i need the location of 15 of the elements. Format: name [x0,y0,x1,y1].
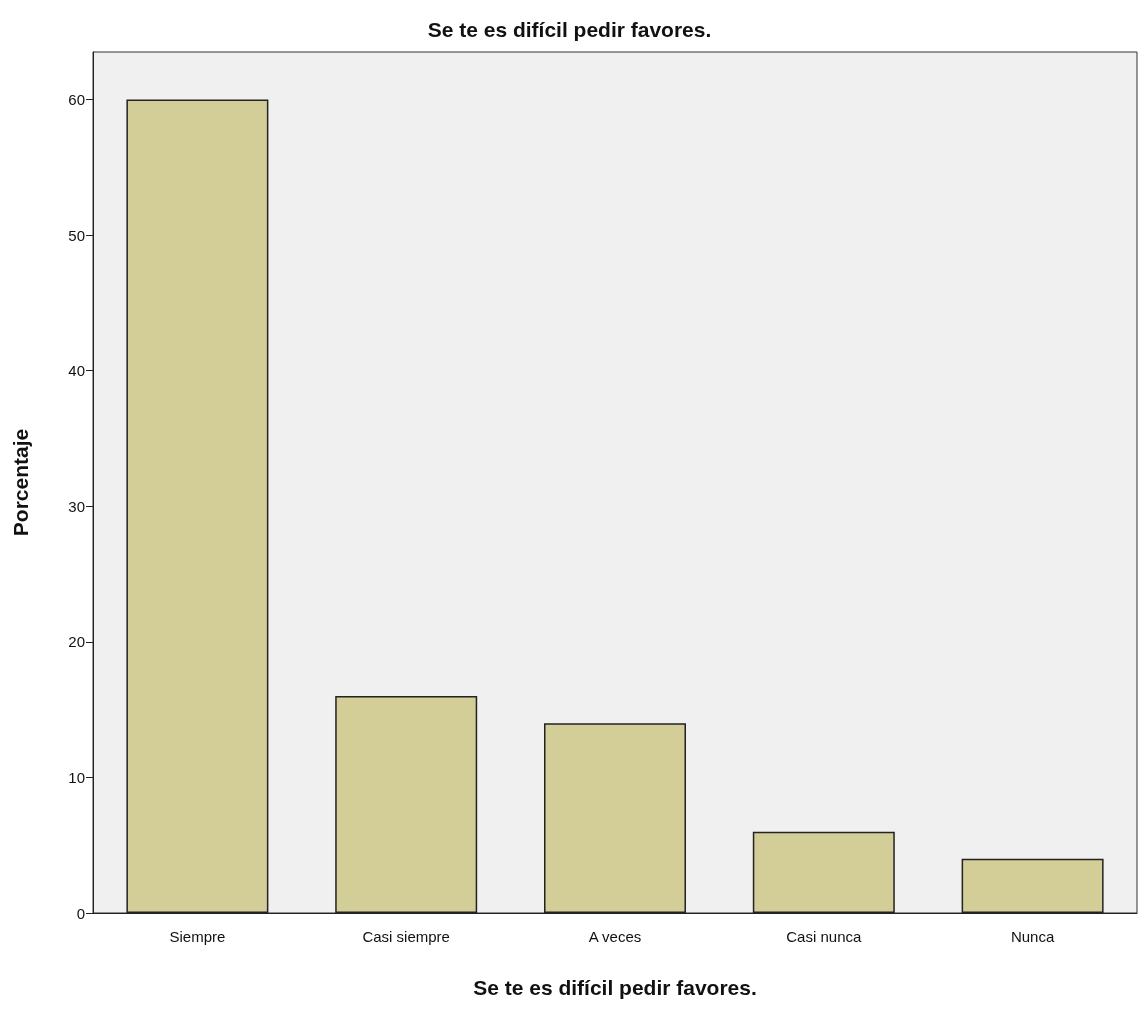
y-tick-label: 60 [68,90,85,108]
chart-title: Se te es difícil pedir favores. [427,18,712,41]
x-tick-label: Nunca [1010,928,1055,945]
y-tick-label: 30 [68,497,85,515]
y-tick-label: 10 [68,768,85,786]
y-tick-label: 20 [68,633,85,651]
x-tick-label: Casi siempre [362,928,450,945]
x-tick-label: Siempre [169,928,226,945]
y-tick-label: 40 [68,362,85,380]
y-tick-label: 50 [68,226,85,244]
x-tick-label: Casi nunca [786,928,862,945]
y-axis-title: Porcentaje [9,428,32,537]
x-axis-title: Se te es difícil pedir favores. [473,976,757,999]
y-tick-label: 0 [76,904,85,922]
x-tick-label: A veces [588,928,642,945]
